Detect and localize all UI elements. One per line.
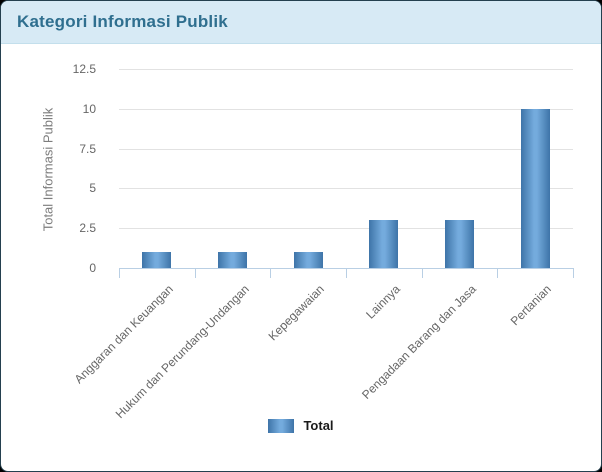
bar-hukum-dan-perundang-undangan[interactable]: [218, 252, 247, 268]
x-tick-mark: [497, 268, 499, 278]
y-tick-label: 10: [82, 101, 96, 116]
x-tick-mark: [270, 268, 272, 278]
y-tick-label: 0: [89, 261, 96, 275]
y-tick-label: 7.5: [79, 141, 96, 156]
card-header: Kategori Informasi Publik: [1, 1, 601, 44]
legend-swatch: [268, 418, 295, 433]
x-tick-mark: [573, 268, 574, 278]
legend-item-total[interactable]: Total: [1, 418, 601, 433]
gridline: [119, 69, 573, 70]
x-tick-mark: [194, 268, 196, 278]
bar-kepegawaian[interactable]: [293, 252, 323, 268]
page-title: Kategori Informasi Publik: [17, 12, 228, 31]
gridline: [119, 148, 573, 150]
bar-chart: Total Informasi Publik 0 2.5 5 7.5 10 12.5 An…: [1, 44, 601, 471]
y-tick-label: 5: [89, 181, 96, 196]
x-tick-mark: [119, 268, 120, 278]
bar-pertanian[interactable]: [520, 108, 550, 268]
legend-label: Total: [303, 418, 334, 433]
y-tick-label: 12.5: [72, 62, 96, 76]
gridline: [119, 108, 573, 110]
gridline: [119, 228, 573, 230]
x-tick-mark: [346, 268, 347, 278]
x-tick-mark: [421, 268, 423, 278]
bar-anggaran-dan-keuangan[interactable]: [142, 252, 172, 268]
bar-pengadaan-barang-dan-jasa[interactable]: [445, 220, 474, 268]
gridline: [119, 188, 573, 190]
bar-lainnya[interactable]: [369, 220, 399, 268]
y-tick-label: 2.5: [79, 221, 96, 236]
